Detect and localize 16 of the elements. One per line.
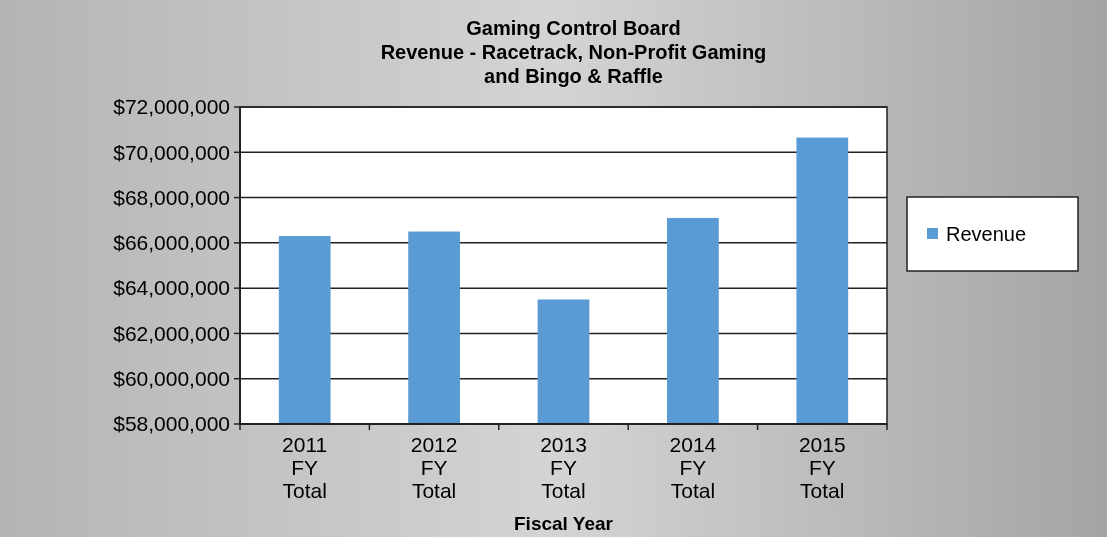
x-tick-label: 2014 FY Total — [669, 433, 717, 502]
y-tick-label: $68,000,000 — [113, 185, 230, 209]
y-tick-label: $64,000,000 — [113, 276, 230, 300]
x-tick-label: 2013 FY Total — [540, 433, 587, 502]
y-tick-label: $58,000,000 — [113, 412, 230, 436]
y-tick-label: $72,000,000 — [113, 95, 230, 119]
x-tick-label: 2012 FY Total — [410, 433, 458, 502]
y-tick-label: $66,000,000 — [113, 231, 230, 255]
chart-title: Gaming Control Board Revenue - Racetrack, Non-Profit Gaming and Bingo & Raffle — [380, 17, 767, 87]
x-axis-title: Fiscal Year — [514, 513, 614, 534]
y-tick-label: $70,000,000 — [113, 140, 230, 164]
x-tick-label: 2015 FY Total — [798, 433, 846, 502]
x-tick-label: 2011 FY Total — [282, 433, 328, 502]
legend-label: Revenue — [946, 223, 1027, 245]
y-tick-label: $60,000,000 — [113, 367, 230, 391]
y-tick-label: $62,000,000 — [113, 321, 230, 345]
